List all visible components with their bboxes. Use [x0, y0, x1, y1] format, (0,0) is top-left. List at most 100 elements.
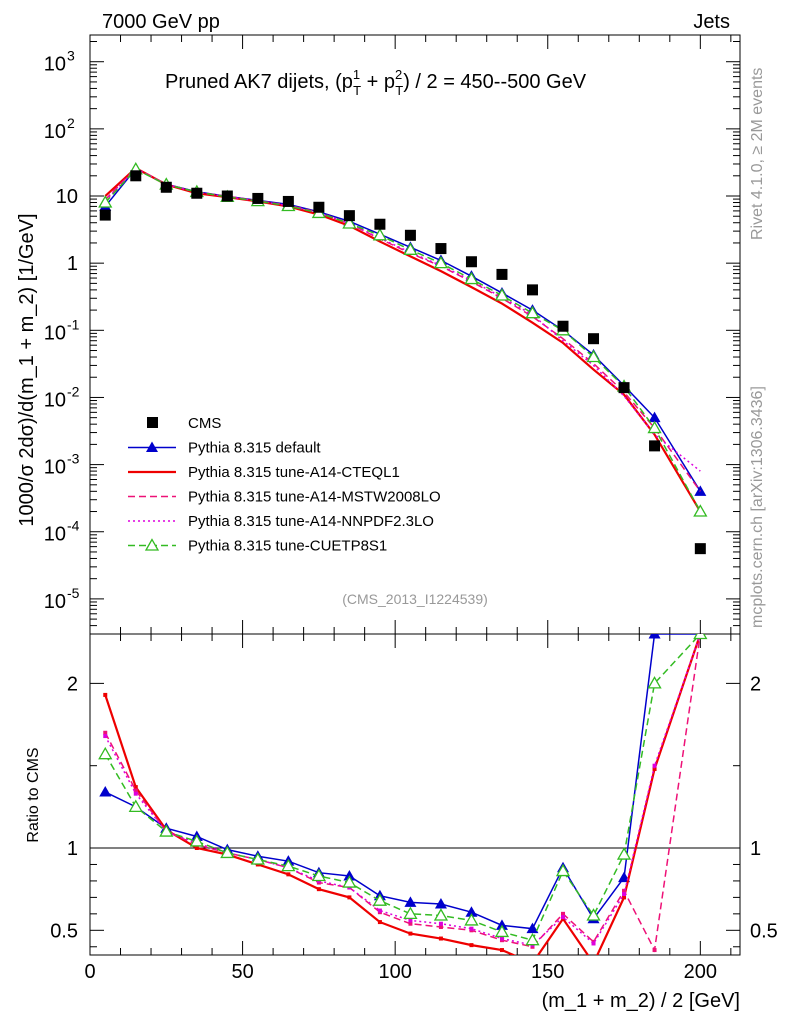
series-point-5 [647, 420, 662, 434]
series-line-5 [104, 168, 701, 512]
ratio-point-2 [133, 785, 138, 790]
x-tick-label: 0 [84, 961, 95, 983]
legend: CMS Pythia 8.315 default Pythia 8.315 tune… [128, 415, 441, 555]
ratio-point-5 [616, 847, 632, 860]
ratio-y-tick-label-right: 2 [750, 673, 761, 695]
ratio-point-5 [281, 858, 296, 872]
ratio-point-3 [408, 921, 413, 926]
series-point-5 [525, 305, 540, 319]
x-tick-label: 200 [684, 961, 717, 983]
y-tick-exponent: -5 [67, 585, 80, 601]
cms-data-point [404, 229, 416, 241]
ratio-point-4 [561, 915, 566, 920]
y-tick-label: 10 [44, 457, 66, 479]
ratio-point-5 [403, 906, 418, 919]
ratio-point-4 [103, 734, 108, 739]
series-point-5 [693, 504, 708, 517]
y-tick-label: 10 [44, 524, 66, 546]
ratio-point-2 [347, 895, 352, 900]
y-tick-label: 10 [44, 322, 66, 344]
ratio-point-5 [342, 875, 357, 888]
y-tick-exponent: 2 [67, 115, 75, 131]
ratio-y-tick-label: 0.5 [50, 920, 78, 942]
series-point-5 [98, 195, 113, 208]
y-tick-label: 10 [56, 186, 78, 208]
series-point-5 [433, 255, 449, 269]
legend-label-4: Pythia 8.315 tune-A14-NNPDF2.3LO [188, 513, 434, 530]
cms-data-point [694, 543, 706, 555]
header-right: Jets [693, 11, 730, 33]
title-sub-2: T [395, 83, 403, 98]
ratio-point-5 [693, 634, 708, 640]
cms-data-point [496, 268, 508, 280]
cms-data-point [557, 320, 569, 332]
title-part-end: ) / 2 = 450--500 GeV [403, 71, 587, 93]
ratio-point-3 [561, 911, 566, 916]
ratio-point-2 [592, 961, 596, 965]
ratio-y-tick-label-right: 0.5 [750, 920, 778, 942]
ratio-point-4 [622, 892, 627, 897]
ratio-line-3 [104, 634, 702, 953]
mcplots-credit-label: mcplots.cern.ch [arXiv:1306.3436] [749, 386, 766, 628]
ratio-point-5 [433, 908, 449, 921]
ratio-point-4 [377, 908, 382, 913]
ratio-point-5 [311, 868, 326, 882]
legend-marker-1 [146, 441, 158, 452]
cms-data-point [526, 284, 538, 296]
ratio-point-5 [464, 913, 479, 926]
rivet-version-label: Rivet 4.1.0, ≥ 2M events [749, 68, 766, 240]
ratio-point-1 [434, 897, 447, 909]
title-part-mid: + p [361, 71, 395, 93]
ratio-point-5 [372, 893, 388, 906]
series-line-2 [104, 166, 702, 513]
ratio-point-2 [652, 766, 657, 771]
ratio-point-3 [133, 788, 138, 793]
ratio-line-2 [104, 634, 702, 955]
x-tick-label: 100 [378, 961, 411, 983]
x-tick-label: 150 [531, 961, 564, 983]
y-tick-label: 10 [44, 121, 66, 143]
ratio-y-axis-label: Ratio to CMS [25, 747, 42, 842]
y-tick-label: 1 [67, 253, 78, 275]
ratio-point-5 [220, 845, 235, 859]
main-y-axis-label: 1000/σ 2dσ)/d(m_1 + m_2) [1/GeV] [16, 213, 38, 526]
y-tick-exponent: 3 [67, 48, 75, 64]
y-tick-label: 10 [44, 389, 66, 411]
cms-data-point [130, 170, 142, 182]
ratio-point-5 [189, 834, 204, 847]
cms-data-point [160, 181, 172, 193]
ratio-point-4 [438, 921, 443, 926]
ratio-line-1 [104, 634, 701, 930]
legend-label-3: Pythia 8.315 tune-A14-MSTW2008LO [188, 489, 441, 506]
y-tick-exponent: -3 [67, 451, 80, 467]
ratio-point-2 [194, 846, 199, 850]
ratio-line-4 [104, 634, 702, 946]
x-axis-label: (m_1 + m_2) / 2 [GeV] [542, 990, 740, 1012]
cms-data-point [588, 333, 600, 345]
ratio-point-1 [526, 922, 539, 934]
ratio-point-5 [250, 852, 265, 865]
y-tick-exponent: -2 [67, 383, 80, 399]
y-tick-label: 10 [44, 591, 66, 613]
title-sup-1: 1 [353, 67, 360, 82]
cms-data-point [343, 210, 355, 222]
ratio-point-5 [128, 799, 143, 812]
legend-label-1: Pythia 8.315 default [188, 440, 321, 457]
ratio-point-3 [438, 925, 443, 930]
series-point-5 [464, 271, 479, 285]
cms-data-point [252, 192, 264, 204]
series-point-5 [342, 216, 357, 229]
ratio-point-5 [525, 932, 540, 946]
ratio-point-1 [404, 896, 417, 907]
ratio-point-5 [555, 863, 571, 877]
legend-label-0: CMS [188, 415, 221, 432]
cms-data-point [99, 209, 111, 221]
ratio-point-3 [622, 888, 627, 893]
analysis-tag: (CMS_2013_I1224539) [342, 591, 488, 607]
legend-label-5: Pythia 8.315 tune-CUETP8S1 [188, 538, 387, 555]
cms-data-point [435, 243, 447, 255]
ratio-point-4 [652, 763, 657, 768]
legend-marker-cms [147, 417, 158, 428]
